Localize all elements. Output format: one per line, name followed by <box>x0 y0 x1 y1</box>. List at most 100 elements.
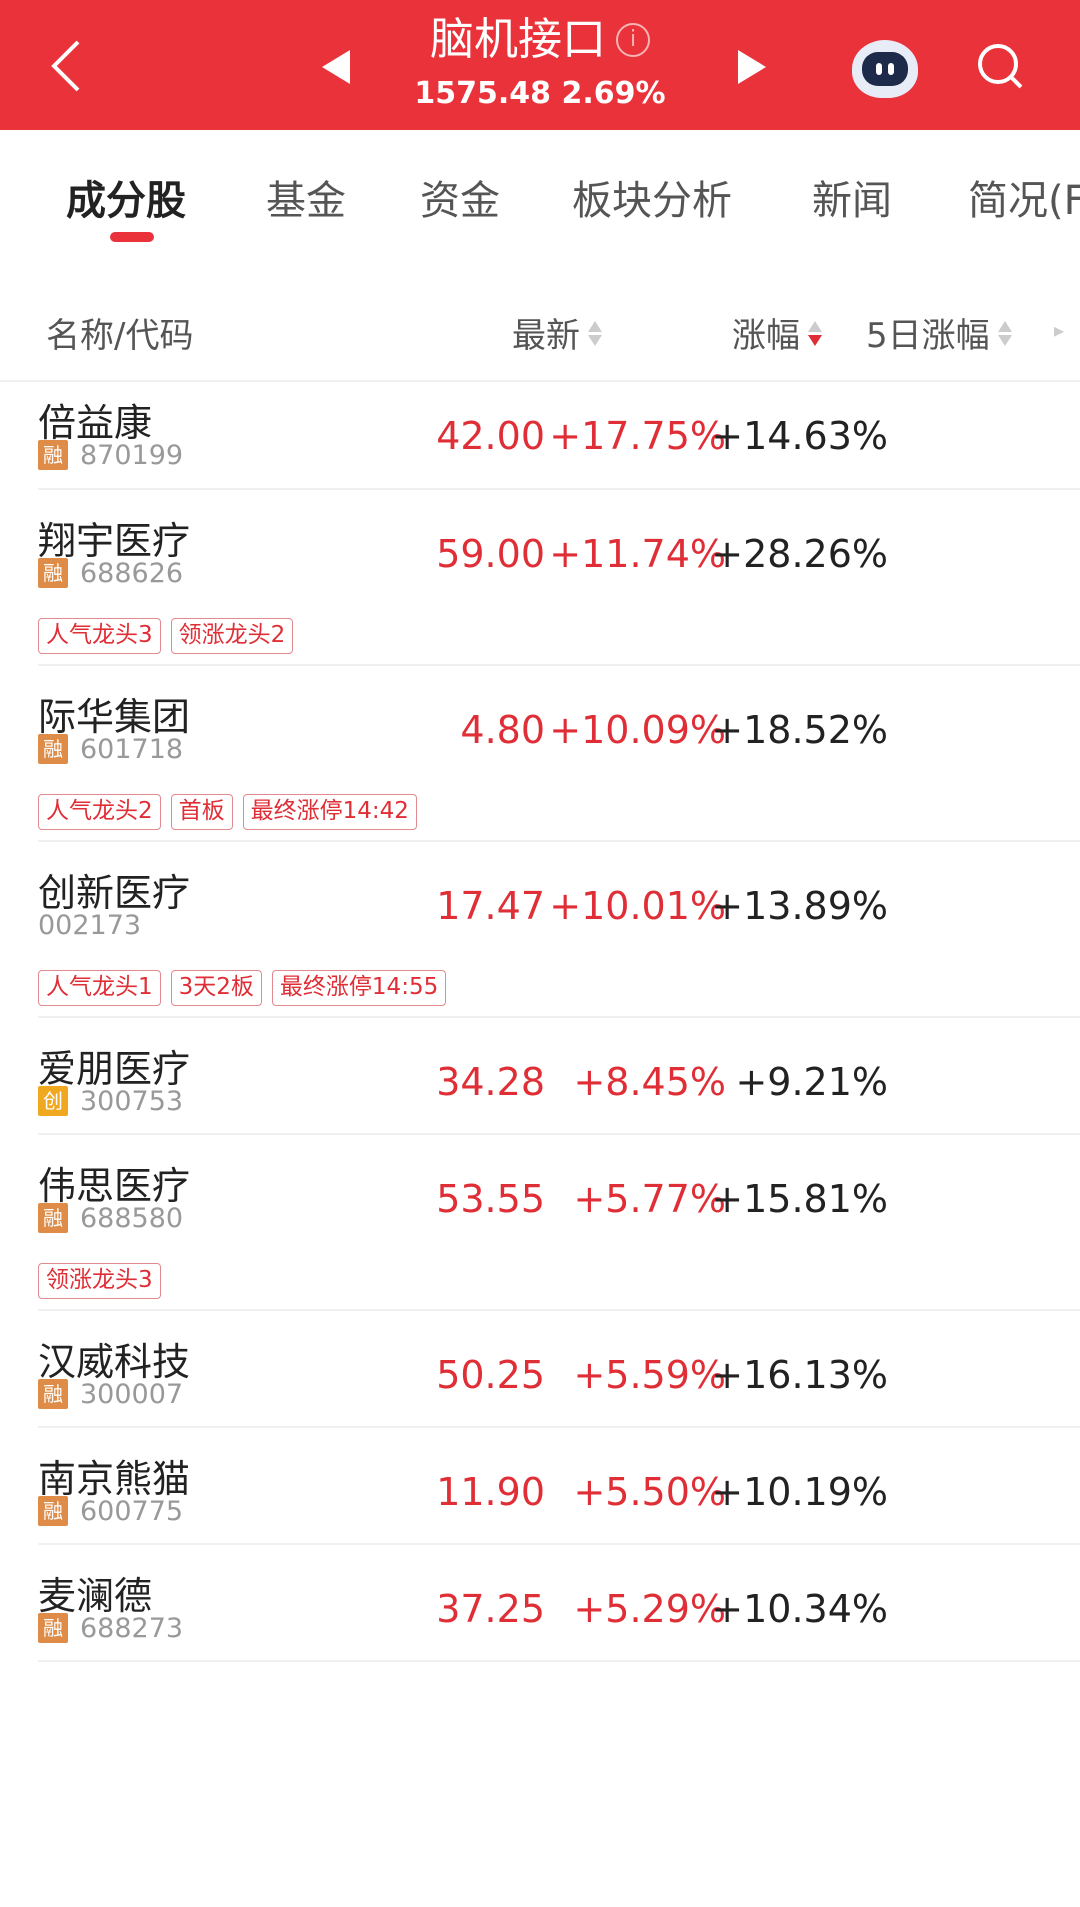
table-row[interactable]: 际华集团 融 601718 4.80 +10.09% +18.52% 人气龙头2 首板… <box>38 666 1080 842</box>
tab-sector-analysis[interactable]: 板块分析 <box>572 178 732 224</box>
table-row[interactable]: 创新医疗 002173 17.47 +10.01% +13.89% 人气龙头1 3天… <box>38 842 1080 1018</box>
stock-name: 麦澜德 <box>38 1574 153 1618</box>
tab-news[interactable]: 新闻 <box>812 178 892 224</box>
table-header: 名称/代码 最新 涨幅 5日涨幅 ▸ <box>0 290 1080 382</box>
table-row[interactable]: 麦澜德 融 688273 37.25 +5.29% +10.34% <box>38 1545 1080 1662</box>
margin-badge: 融 <box>38 1613 68 1643</box>
stock-code-wrap: 融 600775 <box>38 1496 183 1527</box>
stock-code-wrap: 融 688580 <box>38 1203 183 1234</box>
sort-desc-icon <box>808 318 822 349</box>
change-5d: +14.63% <box>711 414 888 458</box>
stock-tag[interactable]: 最终涨停14:42 <box>242 794 417 830</box>
stock-code-wrap: 融 300007 <box>38 1379 183 1410</box>
stock-tag[interactable]: 领涨龙头2 <box>170 618 294 654</box>
scroll-right-icon[interactable]: ▸ <box>1054 318 1065 342</box>
stock-tag[interactable]: 人气龙头3 <box>38 618 161 654</box>
stock-code-wrap: 创 300753 <box>38 1086 183 1117</box>
stock-tag[interactable]: 首板 <box>170 794 233 830</box>
stock-tag[interactable]: 人气龙头1 <box>38 970 161 1006</box>
search-icon[interactable] <box>976 42 1024 90</box>
change-5d: +16.13% <box>711 1353 888 1397</box>
stock-code: 300753 <box>80 1086 184 1117</box>
change-pct: +5.29% <box>573 1587 726 1631</box>
index-change: 2.69% <box>561 76 666 111</box>
stock-tag[interactable]: 领涨龙头3 <box>38 1263 161 1299</box>
table-row[interactable]: 倍益康 融 870199 42.00 +17.75% +14.63% <box>38 382 1080 490</box>
stock-name: 倍益康 <box>38 401 153 445</box>
latest-price: 59.00 <box>436 532 545 576</box>
tab-constituents[interactable]: 成分股 <box>66 178 186 224</box>
change-pct: +8.45% <box>573 1060 726 1104</box>
stock-code: 002173 <box>38 910 142 941</box>
margin-badge: 融 <box>38 1379 68 1409</box>
tab-capital[interactable]: 资金 <box>420 178 500 224</box>
change-5d: +13.89% <box>711 884 888 928</box>
latest-price: 53.55 <box>436 1177 545 1221</box>
tab-funds[interactable]: 基金 <box>266 178 346 224</box>
margin-badge: 融 <box>38 558 68 588</box>
table-row[interactable]: 汉威科技 融 300007 50.25 +5.59% +16.13% <box>38 1311 1080 1428</box>
index-value: 1575.48 <box>414 76 552 111</box>
sector-name: 脑机接口 <box>430 14 606 65</box>
latest-price: 42.00 <box>436 414 545 458</box>
stock-tag[interactable]: 3天2板 <box>170 970 262 1006</box>
table-row[interactable]: 南京熊猫 融 600775 11.90 +5.50% +10.19% <box>38 1428 1080 1545</box>
next-sector-icon[interactable] <box>738 50 766 84</box>
table-row[interactable]: 爱朋医疗 创 300753 34.28 +8.45% +9.21% <box>38 1018 1080 1135</box>
stock-code: 688626 <box>80 558 184 589</box>
latest-price: 17.47 <box>436 884 545 928</box>
col-change5d-label: 5日涨幅 <box>866 316 990 356</box>
col-price-label: 最新 <box>512 316 580 356</box>
margin-badge: 融 <box>38 734 68 764</box>
stock-name: 爱朋医疗 <box>38 1047 191 1091</box>
top-bar: 脑机接口 i 1575.48 2.69% <box>0 0 1080 130</box>
table-row[interactable]: 伟思医疗 融 688580 53.55 +5.77% +15.81% 领涨龙头3 <box>38 1135 1080 1311</box>
prev-sector-icon[interactable] <box>322 50 350 84</box>
change-5d: +15.81% <box>711 1177 888 1221</box>
index-quote: 1575.48 2.69% <box>0 76 1080 111</box>
change-5d: +9.21% <box>735 1060 888 1104</box>
stock-code: 688580 <box>80 1203 184 1234</box>
change-pct: +11.74% <box>549 532 726 576</box>
col-name: 名称/代码 <box>46 316 194 356</box>
latest-price: 34.28 <box>436 1060 545 1104</box>
back-icon[interactable] <box>48 38 84 94</box>
stock-name: 南京熊猫 <box>38 1457 191 1501</box>
col-price[interactable]: 最新 <box>512 308 602 357</box>
sector-title: 脑机接口 i <box>0 12 1080 68</box>
latest-price: 11.90 <box>436 1470 545 1514</box>
stock-tag[interactable]: 人气龙头2 <box>38 794 161 830</box>
margin-badge: 融 <box>38 440 68 470</box>
sort-icon <box>588 318 602 349</box>
robot-assistant-icon[interactable] <box>852 40 918 98</box>
tab-overview[interactable]: 简况(F <box>968 178 1080 224</box>
sort-icon <box>997 318 1012 349</box>
tag-list: 人气龙头1 3天2板 最终涨停14:55 <box>38 970 447 1006</box>
stock-tag[interactable]: 最终涨停14:55 <box>271 970 447 1006</box>
col-change-label: 涨幅 <box>732 316 800 356</box>
stock-name: 际华集团 <box>38 695 191 739</box>
col-change5d[interactable]: 5日涨幅 <box>866 308 1012 357</box>
stock-code: 300007 <box>80 1379 184 1410</box>
stock-code-wrap: 融 870199 <box>38 440 183 471</box>
change-5d: +10.19% <box>711 1470 888 1514</box>
table-row[interactable]: 翔宇医疗 融 688626 59.00 +11.74% +28.26% 人气龙头3 领… <box>38 490 1080 666</box>
stock-code-wrap: 融 601718 <box>38 734 183 765</box>
change-5d: +28.26% <box>711 532 888 576</box>
col-change[interactable]: 涨幅 <box>732 308 822 357</box>
stock-name: 汉威科技 <box>38 1340 191 1384</box>
change-pct: +17.75% <box>549 414 726 458</box>
stock-code: 870199 <box>80 440 184 471</box>
info-icon[interactable]: i <box>616 23 650 57</box>
change-pct: +5.50% <box>573 1470 726 1514</box>
tag-list: 人气龙头2 首板 最终涨停14:42 <box>38 794 417 830</box>
stock-code-wrap: 002173 <box>38 910 141 941</box>
margin-badge: 融 <box>38 1496 68 1526</box>
latest-price: 4.80 <box>460 708 545 752</box>
change-pct: +5.77% <box>573 1177 726 1221</box>
stock-code: 601718 <box>80 734 184 765</box>
change-pct: +5.59% <box>573 1353 726 1397</box>
change-pct: +10.01% <box>549 884 726 928</box>
tag-list: 人气龙头3 领涨龙头2 <box>38 618 294 654</box>
